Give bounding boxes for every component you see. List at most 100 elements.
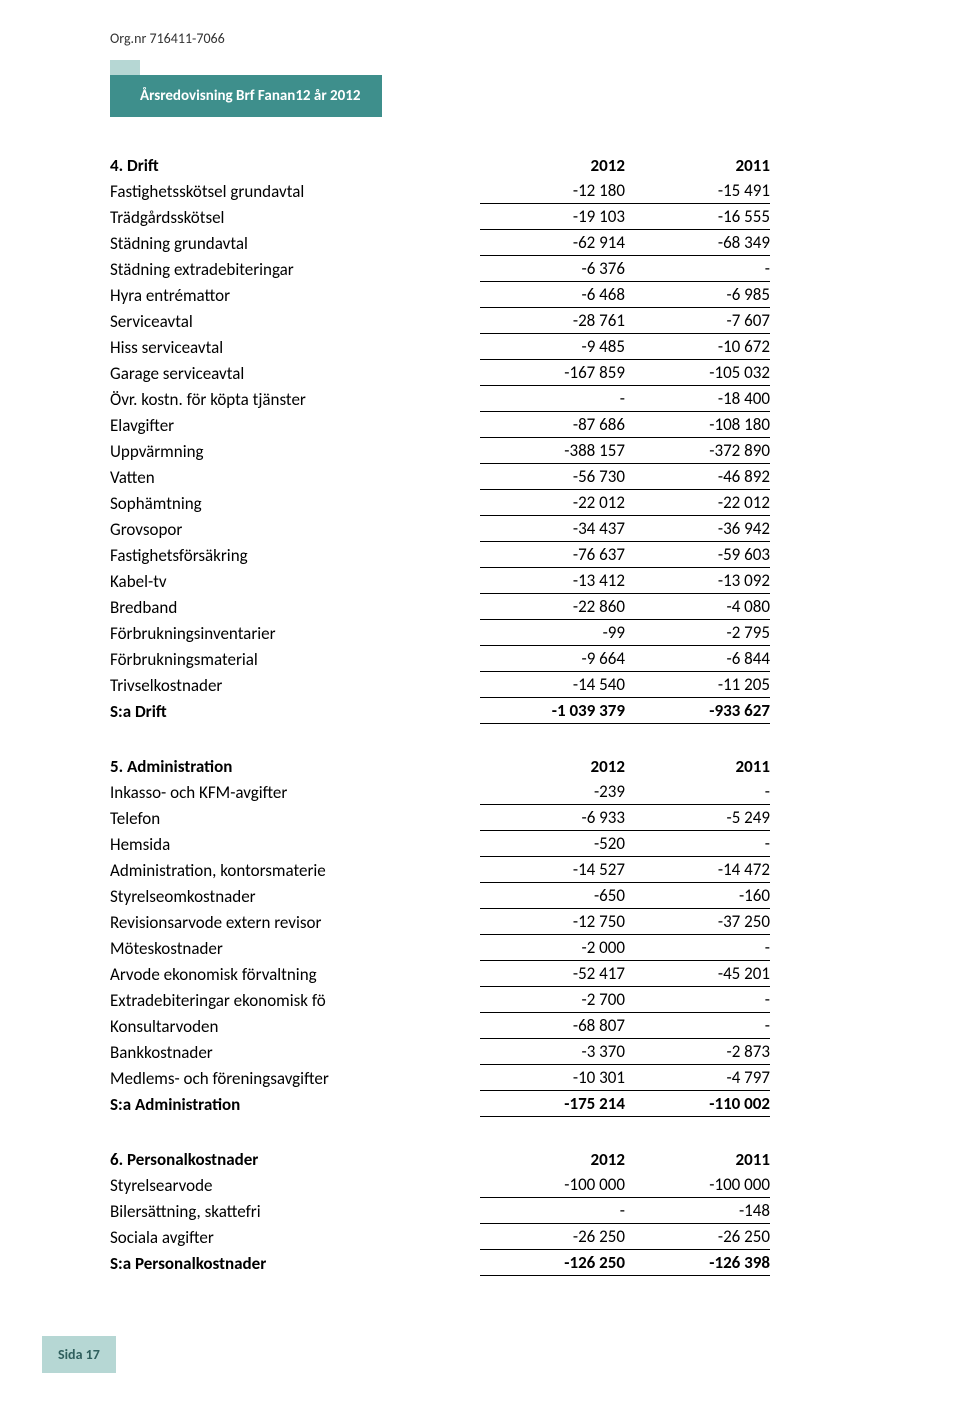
row-label: Kabel-tv bbox=[110, 568, 480, 594]
row-label: Administration, kontorsmaterie bbox=[110, 857, 480, 883]
row-label: Garage serviceavtal bbox=[110, 360, 480, 386]
row-label: Sophämtning bbox=[110, 490, 480, 516]
row-value-2: - bbox=[625, 1013, 770, 1039]
total-value-2: -110 002 bbox=[625, 1091, 770, 1117]
row-label: Övr. kostn. för köpta tjänster bbox=[110, 386, 480, 412]
table-row: Sociala avgifter-26 250-26 250 bbox=[110, 1224, 770, 1250]
financial-table: 6. Personalkostnader20122011Styrelsearvo… bbox=[110, 1147, 770, 1276]
row-label: Bredband bbox=[110, 594, 480, 620]
total-row: S:a Personalkostnader-126 250-126 398 bbox=[110, 1250, 770, 1276]
row-value-2: -4 797 bbox=[625, 1065, 770, 1091]
table-row: Bankkostnader-3 370-2 873 bbox=[110, 1039, 770, 1065]
table-row: Trädgårdsskötsel-19 103-16 555 bbox=[110, 204, 770, 230]
table-row: Serviceavtal-28 761-7 607 bbox=[110, 308, 770, 334]
row-value-2: -16 555 bbox=[625, 204, 770, 230]
row-label: Medlems- och föreningsavgifter bbox=[110, 1065, 480, 1091]
row-value-1: -10 301 bbox=[480, 1065, 625, 1091]
row-value-1: -650 bbox=[480, 883, 625, 909]
row-label: Konsultarvoden bbox=[110, 1013, 480, 1039]
total-label: S:a Drift bbox=[110, 698, 480, 724]
year-col-2: 2011 bbox=[625, 1147, 770, 1172]
table-row: Administration, kontorsmaterie-14 527-14… bbox=[110, 857, 770, 883]
row-value-2: - bbox=[625, 256, 770, 282]
table-row: Städning grundavtal-62 914-68 349 bbox=[110, 230, 770, 256]
row-value-2: -100 000 bbox=[625, 1172, 770, 1198]
row-value-1: -22 860 bbox=[480, 594, 625, 620]
row-value-1: -167 859 bbox=[480, 360, 625, 386]
org-number: Org.nr 716411-7066 bbox=[110, 30, 850, 47]
row-value-1: -99 bbox=[480, 620, 625, 646]
row-value-1: -6 933 bbox=[480, 805, 625, 831]
row-label: Grovsopor bbox=[110, 516, 480, 542]
table-row: Bredband-22 860-4 080 bbox=[110, 594, 770, 620]
row-value-2: -372 890 bbox=[625, 438, 770, 464]
row-label: Trivselkostnader bbox=[110, 672, 480, 698]
table-row: Kabel-tv-13 412-13 092 bbox=[110, 568, 770, 594]
row-label: Bilersättning, skattefri bbox=[110, 1198, 480, 1224]
row-value-1: -13 412 bbox=[480, 568, 625, 594]
row-value-2: -148 bbox=[625, 1198, 770, 1224]
row-label: Uppvärmning bbox=[110, 438, 480, 464]
row-value-1: -28 761 bbox=[480, 308, 625, 334]
row-value-1: -12 750 bbox=[480, 909, 625, 935]
financial-table: 5. Administration20122011Inkasso- och KF… bbox=[110, 754, 770, 1117]
row-value-2: -13 092 bbox=[625, 568, 770, 594]
row-value-2: -4 080 bbox=[625, 594, 770, 620]
table-row: Möteskostnader-2 000- bbox=[110, 935, 770, 961]
table-row: Övr. kostn. för köpta tjänster--18 400 bbox=[110, 386, 770, 412]
row-value-2: - bbox=[625, 987, 770, 1013]
table-row: Telefon-6 933-5 249 bbox=[110, 805, 770, 831]
year-col-1: 2012 bbox=[480, 754, 625, 779]
year-col-2: 2011 bbox=[625, 754, 770, 779]
year-col-2: 2011 bbox=[625, 153, 770, 178]
row-value-2: -26 250 bbox=[625, 1224, 770, 1250]
row-label: Fastighetsförsäkring bbox=[110, 542, 480, 568]
table-row: Fastighetsskötsel grundavtal-12 180-15 4… bbox=[110, 178, 770, 204]
section-heading-row: 5. Administration20122011 bbox=[110, 754, 770, 779]
table-row: Hiss serviceavtal-9 485-10 672 bbox=[110, 334, 770, 360]
row-value-2: -18 400 bbox=[625, 386, 770, 412]
row-value-1: -14 527 bbox=[480, 857, 625, 883]
row-label: Bankkostnader bbox=[110, 1039, 480, 1065]
table-row: Styrelsearvode-100 000-100 000 bbox=[110, 1172, 770, 1198]
table-row: Arvode ekonomisk förvaltning-52 417-45 2… bbox=[110, 961, 770, 987]
row-value-2: -105 032 bbox=[625, 360, 770, 386]
row-label: Revisionsarvode extern revisor bbox=[110, 909, 480, 935]
row-value-1: -76 637 bbox=[480, 542, 625, 568]
row-value-1: -239 bbox=[480, 779, 625, 805]
page-container: Org.nr 716411-7066 Årsredovisning Brf Fa… bbox=[0, 0, 960, 1403]
row-value-2: -6 985 bbox=[625, 282, 770, 308]
header-block: Årsredovisning Brf Fanan12 år 2012 bbox=[110, 75, 382, 117]
table-row: Konsultarvoden-68 807- bbox=[110, 1013, 770, 1039]
row-value-1: -19 103 bbox=[480, 204, 625, 230]
row-value-1: -12 180 bbox=[480, 178, 625, 204]
page-number-badge: Sida 17 bbox=[42, 1336, 116, 1373]
row-value-1: - bbox=[480, 1198, 625, 1224]
row-value-2: - bbox=[625, 935, 770, 961]
row-value-2: -11 205 bbox=[625, 672, 770, 698]
row-value-2: -160 bbox=[625, 883, 770, 909]
section-heading: 6. Personalkostnader bbox=[110, 1147, 480, 1172]
table-row: Sophämtning-22 012-22 012 bbox=[110, 490, 770, 516]
table-row: Revisionsarvode extern revisor-12 750-37… bbox=[110, 909, 770, 935]
row-value-1: -520 bbox=[480, 831, 625, 857]
table-row: Bilersättning, skattefri--148 bbox=[110, 1198, 770, 1224]
row-value-1: -6 468 bbox=[480, 282, 625, 308]
row-value-2: -5 249 bbox=[625, 805, 770, 831]
section-heading-row: 6. Personalkostnader20122011 bbox=[110, 1147, 770, 1172]
row-label: Telefon bbox=[110, 805, 480, 831]
total-value-2: -126 398 bbox=[625, 1250, 770, 1276]
table-row: Grovsopor-34 437-36 942 bbox=[110, 516, 770, 542]
row-value-1: -6 376 bbox=[480, 256, 625, 282]
row-value-1: -87 686 bbox=[480, 412, 625, 438]
row-value-1: - bbox=[480, 386, 625, 412]
total-value-1: -175 214 bbox=[480, 1091, 625, 1117]
row-value-1: -9 664 bbox=[480, 646, 625, 672]
footer: Sida 17 bbox=[42, 1336, 850, 1373]
table-row: Hyra entrémattor-6 468-6 985 bbox=[110, 282, 770, 308]
header-bar: Årsredovisning Brf Fanan12 år 2012 bbox=[110, 75, 850, 117]
table-row: Extradebiteringar ekonomisk fö-2 700- bbox=[110, 987, 770, 1013]
row-value-1: -22 012 bbox=[480, 490, 625, 516]
table-row: Fastighetsförsäkring-76 637-59 603 bbox=[110, 542, 770, 568]
row-label: Fastighetsskötsel grundavtal bbox=[110, 178, 480, 204]
